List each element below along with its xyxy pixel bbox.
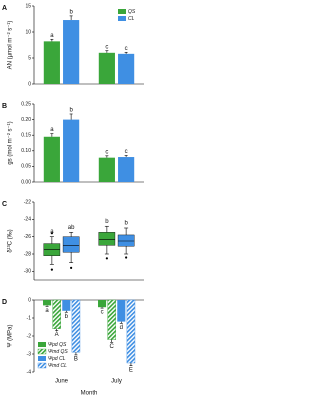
outlier (50, 268, 53, 271)
significance-letter: b (105, 219, 109, 225)
bar (63, 20, 80, 84)
y-tick-label: -2 (27, 333, 32, 339)
legend-swatch (37, 348, 47, 355)
bar (118, 53, 135, 84)
legend-swatch (38, 356, 46, 361)
significance-letter: c (105, 44, 108, 50)
significance-letter: d (120, 325, 123, 331)
legend-label: Ψmd CL (48, 363, 67, 369)
y-tick-label: -22 (24, 199, 31, 205)
bar (118, 157, 135, 182)
x-axis-label: Month (81, 391, 98, 397)
legend-swatch (118, 16, 126, 21)
y-tick-label: 0.25 (21, 101, 31, 107)
y-axis-label: Ψ (MPa) (8, 324, 14, 347)
significance-letter: b (69, 108, 73, 114)
significance-letter: c (105, 149, 108, 155)
legend-label: Ψmd QS (48, 349, 68, 355)
bar (107, 299, 116, 340)
significance-letter: B (74, 356, 78, 362)
significance-letter: a (50, 33, 54, 39)
y-axis-label: gs (mol m⁻² s⁻¹) (8, 121, 14, 164)
x-tick-label: July (111, 379, 122, 385)
panel-letter: C (2, 201, 7, 208)
y-tick-label: -3 (27, 351, 32, 357)
outlier (125, 256, 128, 259)
significance-letter: c (125, 149, 128, 155)
bar (98, 52, 115, 84)
bar (117, 300, 126, 322)
panel-letter: D (2, 299, 7, 306)
y-tick-label: 5 (28, 55, 31, 61)
bar (43, 136, 60, 182)
y-tick-label: 0.10 (21, 148, 31, 154)
panel-letter: A (2, 5, 7, 12)
y-tick-label: 0.00 (21, 179, 31, 185)
legend-label: Ψpd CL (48, 356, 66, 362)
significance-letter: A (55, 332, 59, 338)
bar (71, 299, 81, 353)
significance-letter: E (129, 367, 133, 373)
box (62, 236, 80, 253)
y-tick-label: -24 (24, 217, 31, 223)
box (98, 232, 116, 246)
legend-label: CL (128, 16, 135, 22)
outlier (50, 232, 53, 235)
significance-letter: c (101, 310, 104, 316)
significance-letter: b (65, 314, 69, 320)
y-axis-label: δ¹³C (‰) (8, 229, 14, 252)
bar (98, 157, 115, 182)
significance-letter: ab (68, 225, 75, 231)
box (117, 234, 135, 247)
outlier (105, 257, 108, 260)
y-tick-label: -30 (24, 269, 31, 275)
bar (63, 119, 80, 182)
y-tick-label: 0.05 (21, 164, 31, 170)
significance-letter: b (69, 9, 73, 15)
y-tick-label: 0.20 (21, 117, 31, 123)
bar (43, 41, 60, 84)
legend-label: Ψpd QS (48, 342, 67, 348)
bar (52, 299, 61, 329)
significance-letter: c (125, 46, 128, 52)
significance-letter: a (50, 127, 54, 133)
significance-letter: C (110, 344, 115, 350)
y-tick-label: 10 (25, 29, 31, 35)
outlier (70, 266, 73, 269)
y-axis-label: AN (µmol m⁻² s⁻¹) (8, 21, 14, 70)
y-tick-label: -28 (24, 251, 31, 257)
y-tick-label: 0 (28, 297, 31, 303)
y-tick-label: -1 (27, 315, 32, 321)
bar (62, 300, 71, 311)
bar (43, 300, 52, 306)
legend-swatch (37, 362, 47, 369)
legend-swatch (38, 342, 46, 347)
y-tick-label: -4 (27, 369, 32, 375)
significance-letter: b (124, 221, 128, 227)
y-tick-label: -26 (24, 234, 31, 240)
x-tick-label: June (55, 379, 69, 385)
significance-letter: a (50, 229, 54, 235)
legend-swatch (118, 9, 126, 14)
legend-label: QS (128, 9, 136, 15)
y-tick-label: 0.15 (21, 133, 31, 139)
y-tick-label: 0 (28, 81, 31, 87)
panel-letter: B (2, 103, 7, 110)
y-tick-label: 15 (25, 3, 31, 9)
bar (126, 299, 136, 364)
significance-letter: a (45, 308, 49, 314)
bar (98, 300, 107, 308)
